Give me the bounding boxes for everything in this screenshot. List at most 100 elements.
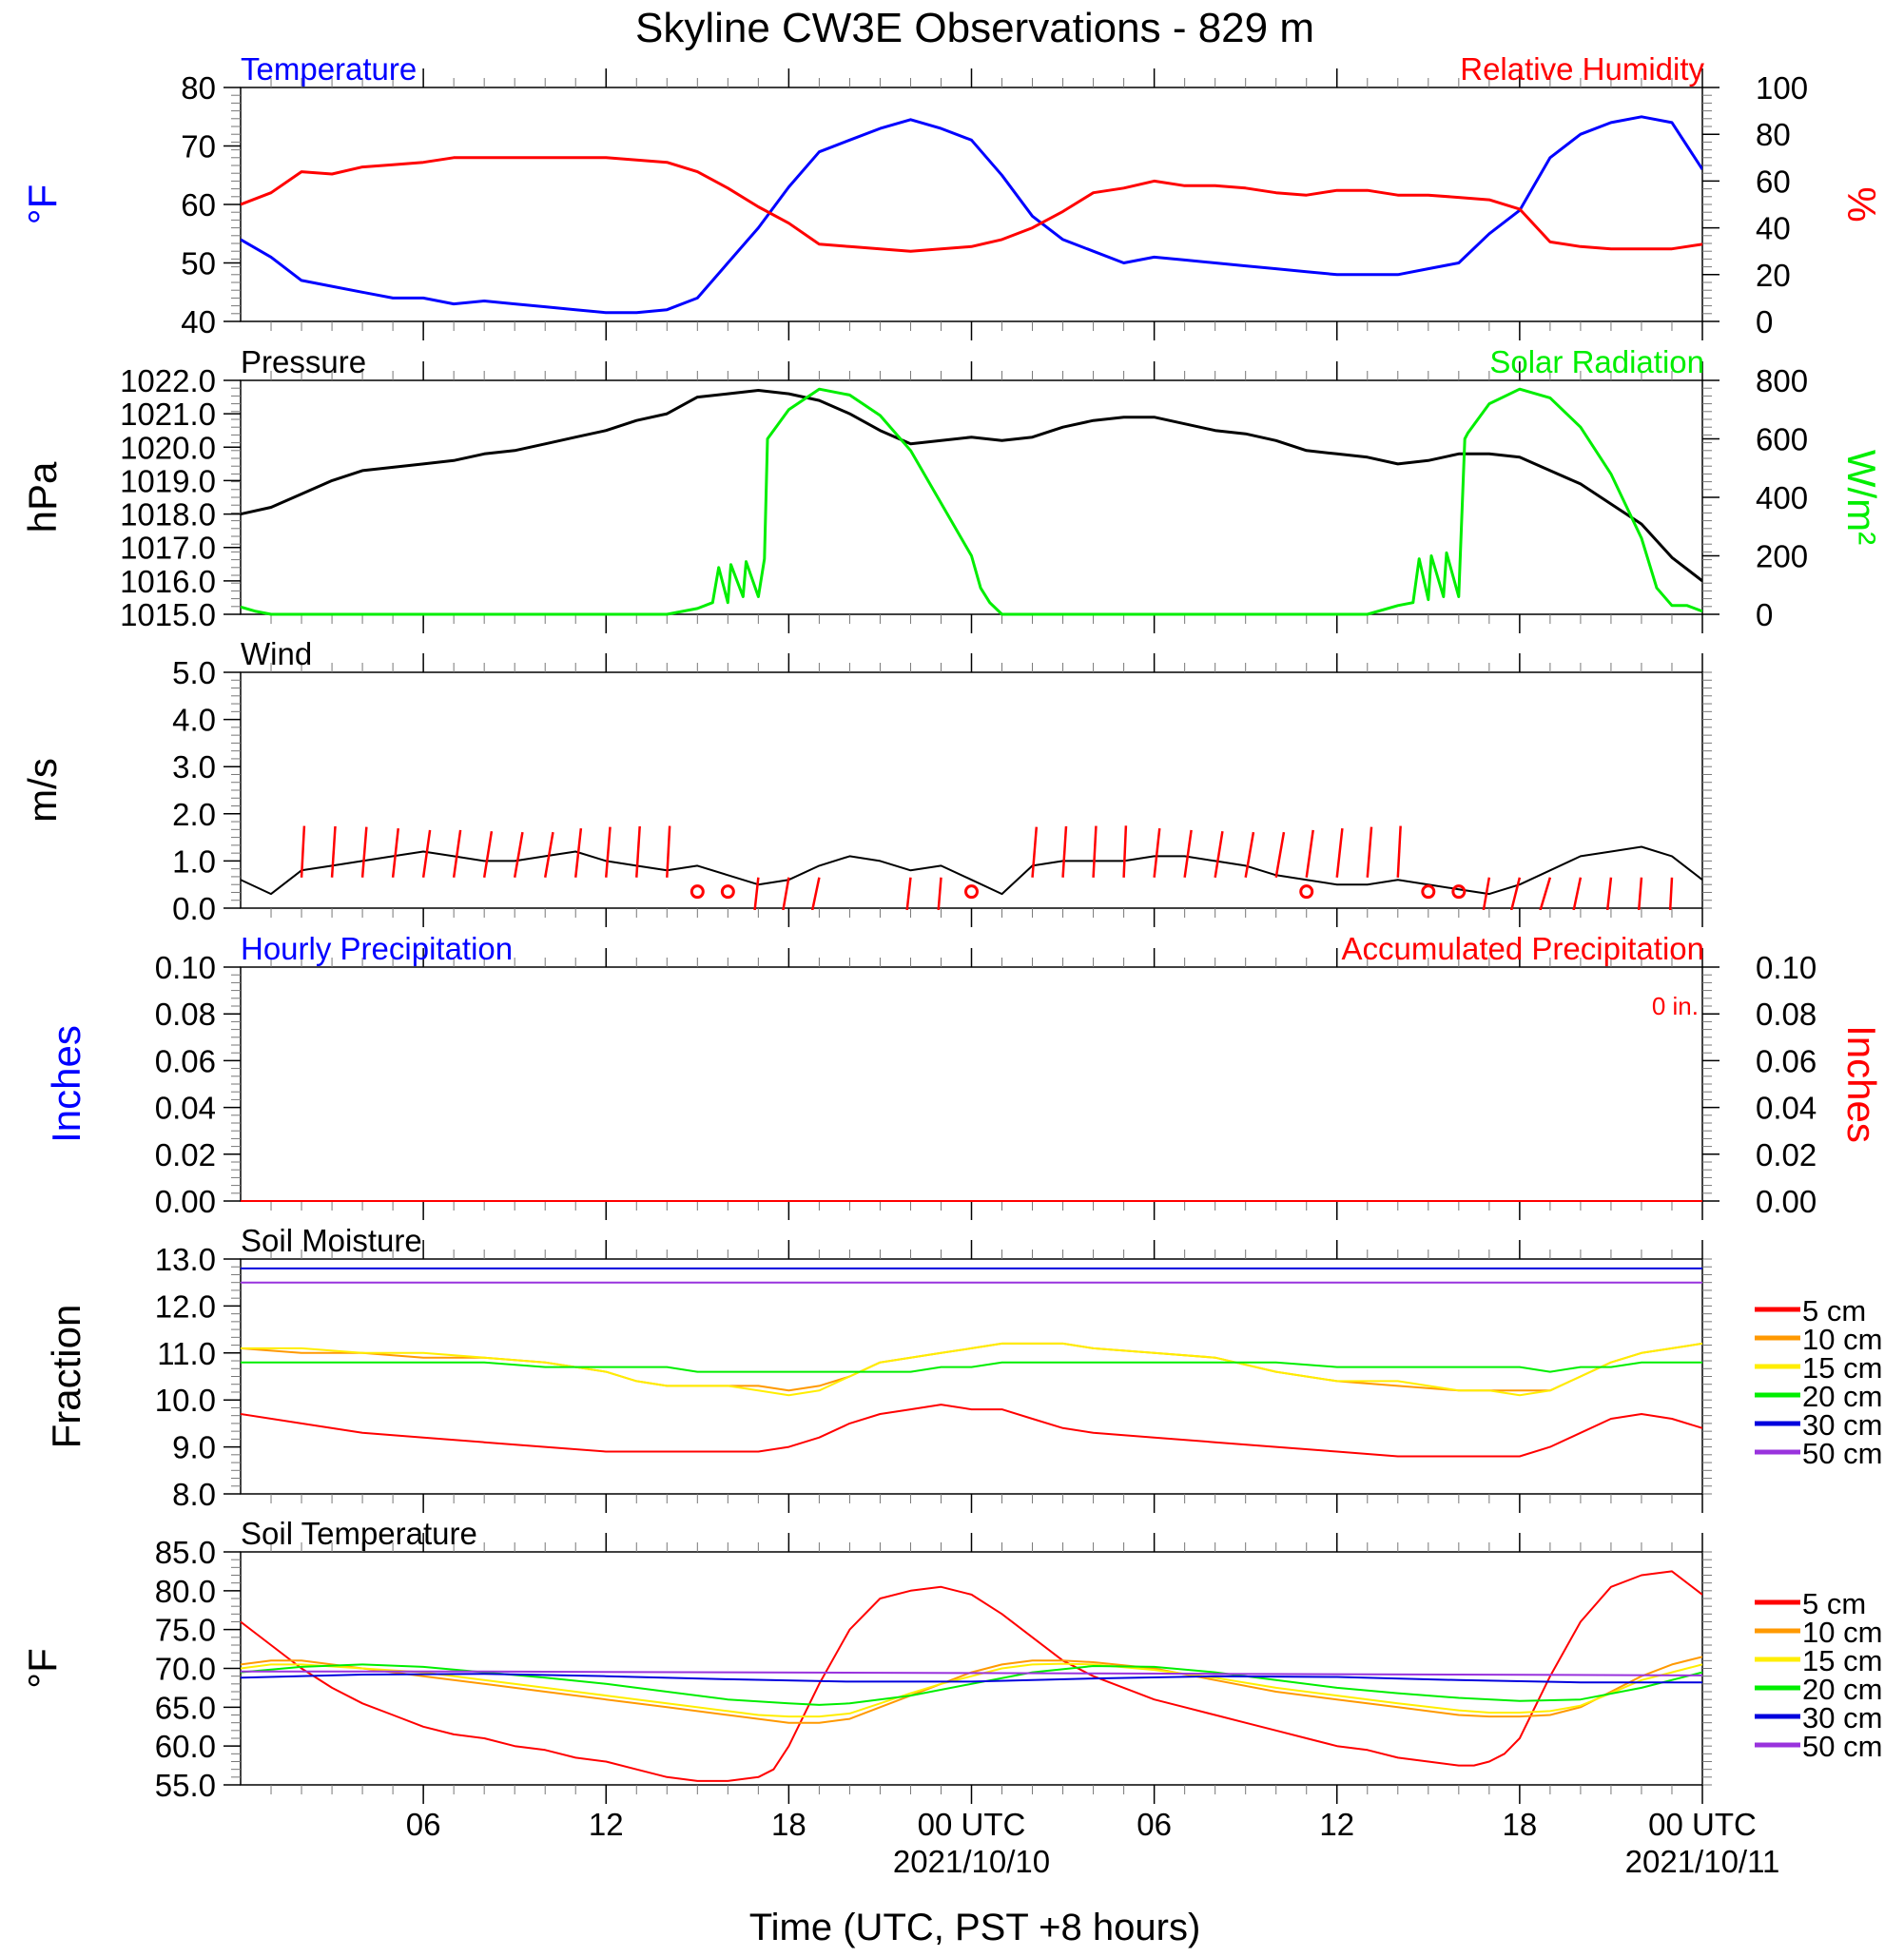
wind-barb (1061, 825, 1068, 878)
panel-title-left: Hourly Precipitation (241, 931, 513, 966)
y-tick-label-right: 0.06 (1756, 1043, 1817, 1078)
y-tick-label-right: 0.08 (1756, 997, 1817, 1032)
wind-barb (782, 877, 790, 910)
wind-barb (937, 877, 942, 910)
wind-barb (1214, 831, 1224, 878)
series-line-20-cm (241, 1361, 1702, 1373)
wind-barb (1539, 877, 1552, 910)
wind-barb (1092, 825, 1098, 878)
y-tick-label-left: 60 (181, 187, 216, 223)
wind-barb (1153, 827, 1161, 878)
wind-barb (1572, 877, 1583, 910)
series-line-30-cm (241, 1673, 1702, 1684)
calm-wind-marker (690, 884, 705, 900)
series-line-temperature (241, 115, 1702, 315)
wind-barb (1305, 829, 1314, 878)
y-axis-label-left: Fraction (44, 1305, 88, 1449)
x-tick-label: 00 UTC (1648, 1807, 1757, 1842)
wind-barb (810, 877, 821, 910)
x-tick-label: 12 (1319, 1807, 1354, 1842)
wind-barb (1482, 877, 1491, 910)
wind-barb (1605, 877, 1613, 910)
y-tick-label-right: 800 (1756, 363, 1808, 398)
wind-barb (573, 827, 583, 878)
wind-barb (1637, 877, 1643, 910)
wind-barb (300, 825, 306, 878)
y-tick-label-left: 1016.0 (120, 564, 216, 599)
x-date-label: 2021/10/10 (893, 1844, 1050, 1879)
y-tick-label-right: 600 (1756, 422, 1808, 457)
panel-6: 55.0 60.0 65.070.0 75.0 80.0 85.0 Soil Tempera… (20, 1516, 1882, 1804)
series-line-50-cm (241, 1670, 1702, 1676)
panel-frame (240, 966, 1703, 1202)
y-tick-label-left: 40 (181, 304, 216, 339)
y-tick-label-left: 1018.0 (120, 497, 216, 533)
x-date-label: 2021/10/11 (1625, 1844, 1780, 1879)
calm-wind-marker (1299, 884, 1314, 900)
legend-label: 5 cm (1802, 1294, 1866, 1327)
series-group (241, 1570, 1702, 1782)
y-tick-label-left: 80.0 (155, 1574, 216, 1609)
y-axis-label-right: % (1839, 186, 1884, 222)
y-axis-label-left: °F (20, 1648, 65, 1688)
series-group (241, 1267, 1702, 1458)
panel-title-left: Soil Moisture (241, 1223, 422, 1258)
y-tick-label-left: 10.0 (155, 1383, 216, 1418)
panel-4: 0.00 0.02 0.04 0.06 0.08 0.10 0.00 0.02 0.04 0.06… (44, 931, 1884, 1220)
legend-label: 20 cm (1802, 1380, 1882, 1413)
x-axis-label: Time (UTC, PST +8 hours) (749, 1907, 1201, 1948)
y-tick-label-right: 400 (1756, 480, 1808, 515)
panel-title-left: Soil Temperature (241, 1516, 477, 1551)
series-line-wind (241, 845, 1702, 896)
panel-frame (240, 671, 1703, 909)
x-tick-label: 00 UTC (918, 1807, 1026, 1842)
legend-label: 15 cm (1802, 1351, 1882, 1385)
wind-barb (452, 829, 462, 878)
panel-title-left: Wind (241, 636, 312, 671)
y-tick-label-left: 1020.0 (120, 430, 216, 465)
y-axis-label-left: hPa (20, 461, 65, 533)
y-tick-label-left: 1017.0 (120, 531, 216, 566)
wind-barb (1396, 825, 1402, 878)
y-tick-label-left: 0.04 (155, 1091, 216, 1126)
y-tick-label-left: 0.02 (155, 1137, 216, 1172)
wind-barb (605, 826, 612, 878)
series-line-5-cm (241, 1570, 1702, 1782)
wind-barb (421, 829, 432, 878)
x-tick-label: 12 (589, 1807, 624, 1842)
calm-wind-marker (720, 884, 735, 900)
panel-frame (240, 379, 1703, 615)
legend-label: 30 cm (1802, 1701, 1882, 1734)
wind-barb (482, 831, 494, 878)
y-tick-label-right: 80 (1756, 117, 1791, 152)
y-tick-label-right: 0.10 (1756, 950, 1817, 985)
legend-label: 50 cm (1802, 1730, 1882, 1763)
panel-title-right: Solar Radiation (1489, 344, 1704, 379)
y-tick-label-left: 9.0 (172, 1430, 216, 1465)
panel-frame (240, 87, 1703, 322)
x-tick-label: 06 (1137, 1807, 1172, 1842)
panel-title-right: Accumulated Precipitation (1341, 931, 1704, 966)
panel-5: 8.0 9.0 10.0 11.0 12.0 13.0 Soil Moisture Fract… (44, 1223, 1882, 1513)
wind-barb (1366, 826, 1373, 878)
legend-label: 20 cm (1802, 1673, 1882, 1706)
wind-barb (1274, 831, 1286, 878)
wind-barb (666, 825, 671, 878)
wind-barb (330, 825, 337, 878)
y-tick-label-left: 65.0 (155, 1690, 216, 1725)
y-tick-label-left: 11.0 (157, 1336, 216, 1371)
y-tick-label-left: 5.0 (172, 655, 216, 690)
y-tick-label-left: 8.0 (172, 1477, 216, 1512)
wind-barb (1668, 877, 1674, 910)
y-tick-label-left: 3.0 (172, 749, 216, 785)
series-line-15-cm (241, 1342, 1702, 1397)
y-tick-label-left: 12.0 (155, 1289, 216, 1324)
wind-barb (360, 826, 368, 878)
y-tick-label-left: 85.0 (155, 1535, 216, 1570)
y-axis-label-left: m/s (20, 758, 65, 823)
series-line-10-cm (241, 1656, 1702, 1724)
legend-label: 10 cm (1802, 1616, 1882, 1649)
panel-frame (240, 1551, 1703, 1786)
